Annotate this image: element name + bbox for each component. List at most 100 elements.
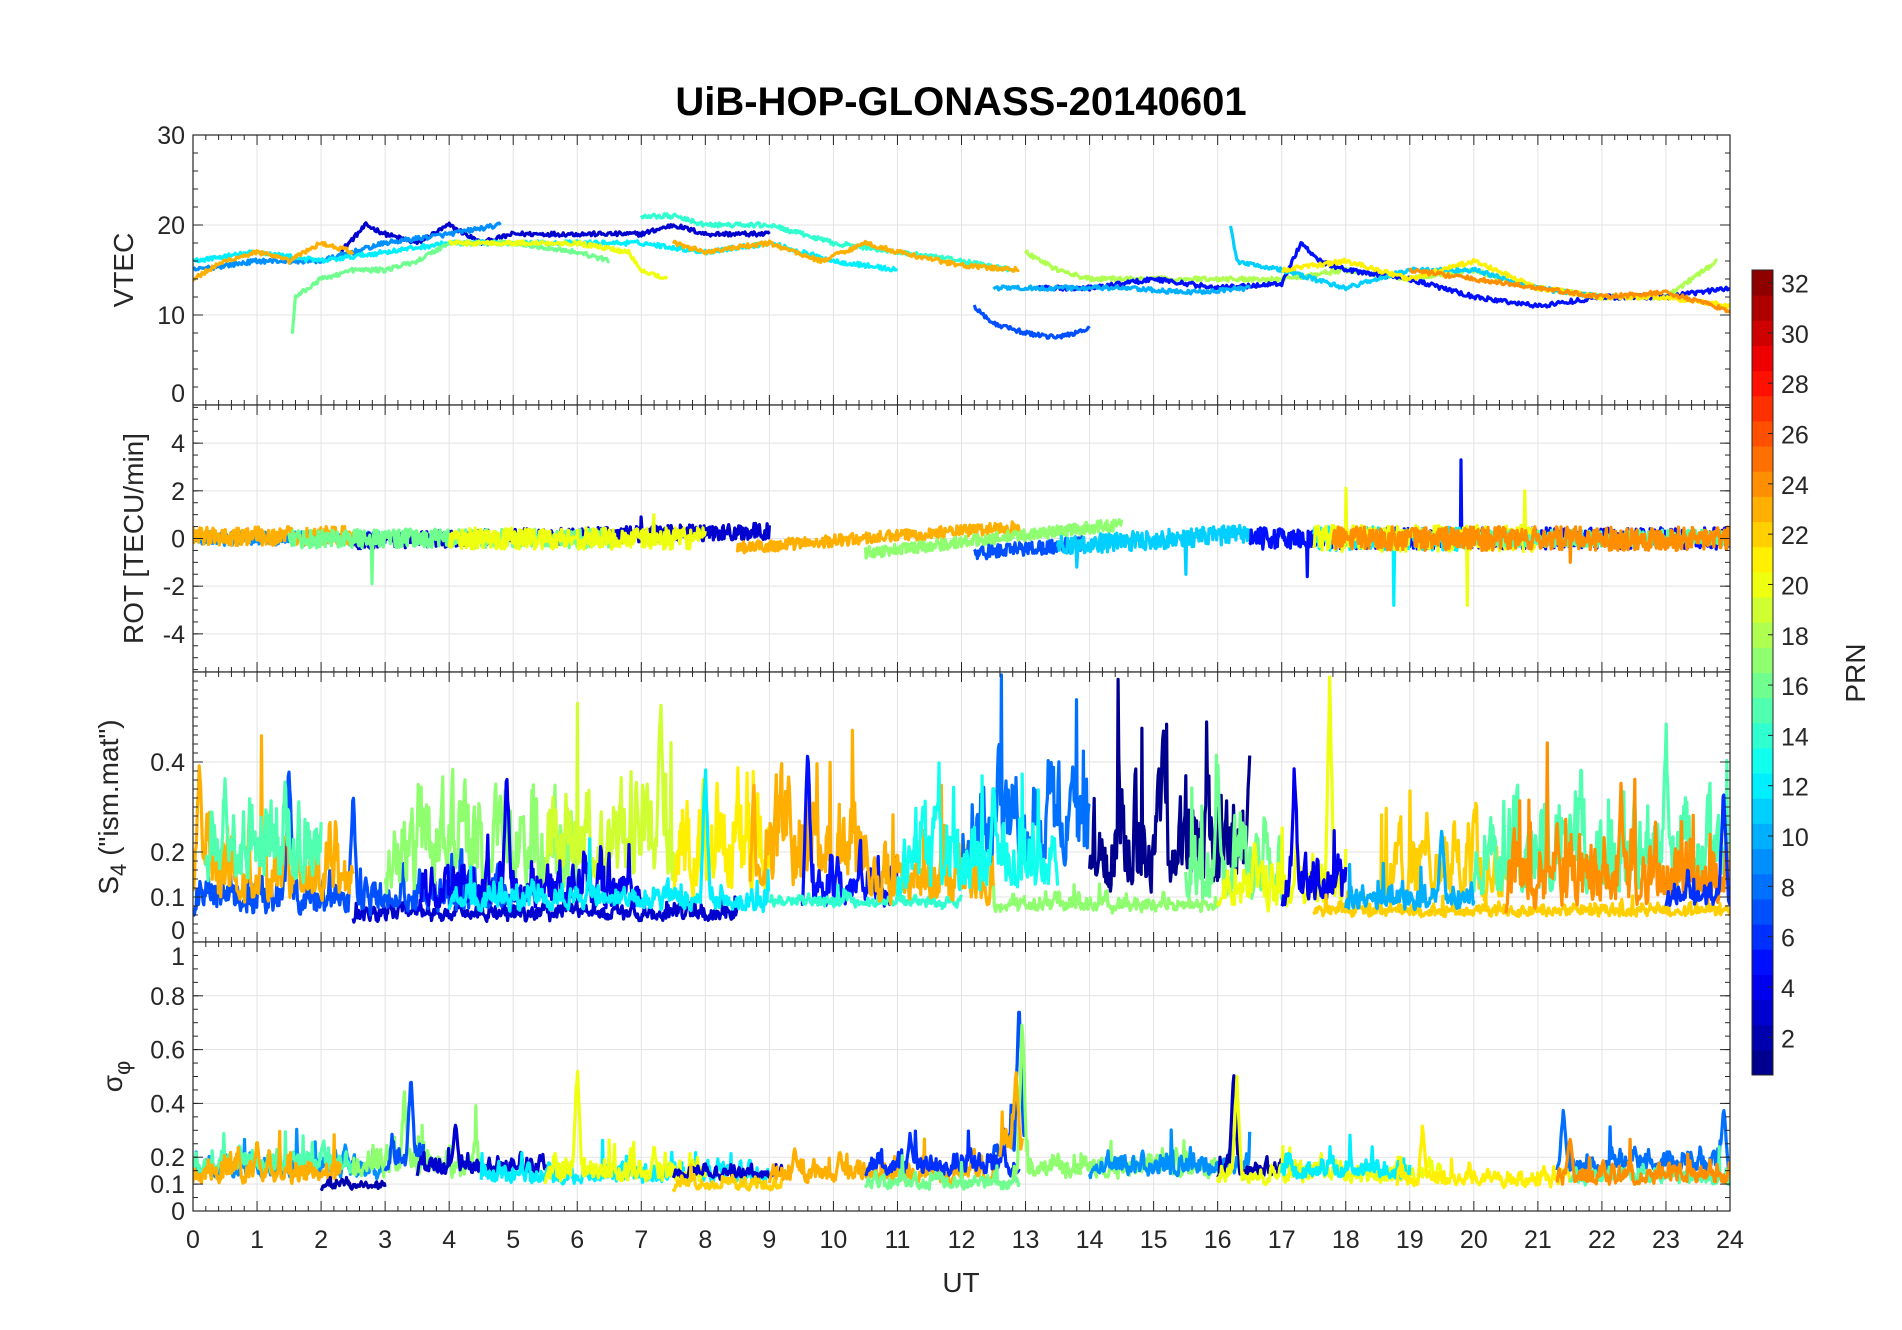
y-tick-label: 0.2: [150, 1144, 185, 1172]
series-prn-9: [193, 221, 502, 272]
series-prn-15: [193, 1130, 355, 1176]
colorbar-band: [1752, 848, 1773, 875]
x-tick-label: 21: [1524, 1226, 1552, 1254]
colorbar-band: [1752, 697, 1773, 724]
y-tick-label: 0.1: [150, 1171, 185, 1199]
colorbar-band: [1752, 622, 1773, 648]
y-tick-label: 20: [157, 212, 185, 240]
colorbar-band: [1752, 471, 1773, 497]
y-tick-label: 0.2: [150, 839, 185, 867]
y-tick-label: 0: [171, 1198, 185, 1226]
y-axis-label-vtec: VTEC: [108, 233, 139, 308]
series-prn-7: [972, 304, 1091, 340]
colorbar-band: [1752, 320, 1773, 346]
y-label-rest: ("ism.mat"): [93, 719, 124, 863]
colorbar-tick-label: 8: [1781, 874, 1795, 902]
colorbar-band: [1752, 747, 1773, 774]
series-group: [193, 673, 1730, 924]
series-prn-23: [193, 734, 355, 904]
x-tick-label: 23: [1652, 1226, 1680, 1254]
colorbar-tick-label: 32: [1781, 271, 1809, 299]
colorbar-band: [1752, 597, 1773, 623]
series-group: [193, 458, 1730, 607]
x-tick-label: 12: [948, 1226, 976, 1254]
series-prn-24: [1504, 741, 1730, 914]
series-prn-20: [448, 239, 669, 281]
series-prn-10: [992, 284, 1251, 296]
x-tick-label: 11: [884, 1226, 910, 1254]
series-prn-23: [748, 728, 867, 890]
y-label-subscript: 4: [106, 864, 131, 876]
y-tick-label: 0: [171, 526, 185, 554]
series-prn-17: [863, 518, 1124, 560]
y-tick-label: 2: [171, 478, 185, 506]
series-prn-21: [671, 766, 771, 899]
colorbar-band: [1752, 270, 1773, 296]
panel-rot: -4 -2 0 2 4 ROT [TECU/min]: [118, 404, 1731, 673]
y-tick-label: 0.4: [150, 1090, 185, 1118]
series-prn-23: [998, 1071, 1024, 1157]
colorbar-band: [1752, 571, 1773, 598]
x-tick-label: 0: [186, 1226, 200, 1254]
panel-s4: 0 0.1 0.2 0.4 S4 ("ism.mat"): [93, 671, 1731, 945]
colorbar-band: [1752, 949, 1773, 975]
colorbar-tick-label: 20: [1781, 572, 1809, 600]
colorbar-tick-label: 26: [1781, 422, 1809, 450]
series-prn-23: [193, 1129, 342, 1186]
series-group: [193, 1010, 1730, 1193]
series-prn-23: [735, 520, 1021, 555]
series-prn-10: [1344, 829, 1476, 912]
series-prn-16: [863, 1154, 1021, 1191]
x-tick-label: 22: [1588, 1226, 1616, 1254]
colorbar-tick-label: 24: [1781, 472, 1809, 500]
y-tick-label: 0: [171, 917, 185, 945]
x-tick-label: 2: [314, 1226, 328, 1254]
series-prn-20: [447, 513, 707, 551]
series-prn-23: [671, 239, 1020, 273]
colorbar-band: [1752, 1024, 1773, 1051]
x-tick-label: 8: [698, 1226, 712, 1254]
colorbar-tick-label: 14: [1781, 723, 1809, 751]
series-prn-3: [351, 890, 739, 924]
x-axis-label: UT: [942, 1267, 979, 1298]
series-prn-12: [447, 768, 771, 914]
series-prn-24: [1331, 525, 1730, 564]
series-prn-24: [1555, 1137, 1730, 1186]
colorbar-tick-label: 6: [1781, 925, 1795, 953]
colorbar-band: [1752, 370, 1773, 397]
y-tick-label: 30: [157, 122, 185, 150]
panel-vtec: 0 10 20 30 VTEC: [108, 122, 1731, 408]
y-label-main: S: [93, 876, 124, 895]
colorbar-tick-label: 4: [1781, 975, 1795, 1003]
colorbar-band: [1752, 974, 1773, 1001]
y-tick-label: -4: [163, 621, 185, 649]
series-prn-17: [991, 882, 1220, 915]
colorbar-tick-label: 16: [1781, 673, 1809, 701]
colorbar-tick-label: 10: [1781, 824, 1809, 852]
y-tick-label: 4: [171, 430, 185, 458]
y-tick-label: 0.6: [150, 1037, 185, 1065]
series-prn-13: [895, 761, 1060, 897]
series-prn-8: [1555, 1108, 1730, 1175]
colorbar-band: [1752, 924, 1773, 950]
colorbar-band: [1752, 898, 1773, 925]
x-tick-label: 17: [1268, 1226, 1296, 1254]
colorbar-band: [1752, 345, 1773, 372]
series-prn-22: [1312, 890, 1730, 919]
x-tick-label: 1: [250, 1226, 264, 1254]
x-tick-label: 20: [1460, 1226, 1488, 1254]
y-axis-label-rot: ROT [TECU/min]: [118, 433, 149, 644]
colorbar-band: [1752, 420, 1773, 447]
series-prn-12: [1280, 1133, 1412, 1180]
series-prn-21: [1395, 1124, 1572, 1190]
colorbar-tick-label: 30: [1781, 321, 1809, 349]
colorbar-band: [1752, 496, 1773, 523]
colorbar-band: [1752, 295, 1773, 321]
colorbar-tick-label: 2: [1781, 1025, 1795, 1053]
y-tick-label: 0.4: [150, 749, 185, 777]
series-prn-21: [1281, 257, 1730, 310]
chart-title: UiB-HOP-GLONASS-20140601: [675, 80, 1246, 124]
